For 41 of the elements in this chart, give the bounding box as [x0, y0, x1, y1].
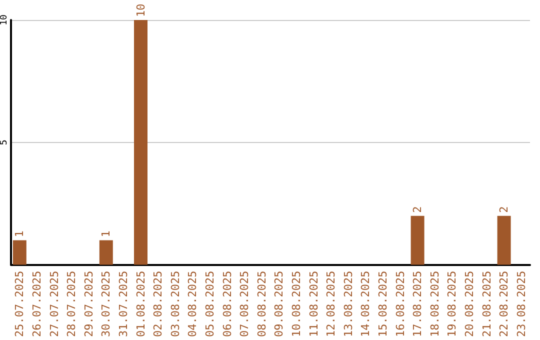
x-tick-label: 29.07.2025	[82, 270, 96, 338]
x-tick-label: 04.08.2025	[186, 270, 200, 338]
data-label: 2	[411, 206, 424, 213]
x-tick-label: 28.07.2025	[65, 270, 78, 338]
x-tick-label: 15.08.2025	[376, 270, 390, 338]
x-tick-label: 17.08.2025	[411, 270, 424, 338]
x-tick-label: 27.07.2025	[48, 270, 61, 338]
x-tick-label: 30.07.2025	[100, 270, 113, 338]
x-tick-label: 03.08.2025	[168, 270, 182, 338]
x-tick-label: 02.08.2025	[152, 270, 165, 338]
x-tick-label: 13.08.2025	[342, 270, 355, 338]
x-tick-label: 06.08.2025	[220, 270, 234, 338]
x-tick-label: 21.08.2025	[480, 270, 494, 338]
bar	[497, 216, 511, 265]
x-tick-label: 07.08.2025	[238, 270, 252, 338]
x-tick-label: 01.08.2025	[134, 270, 148, 338]
x-tick-label: 18.08.2025	[428, 270, 442, 338]
x-tick-label: 16.08.2025	[394, 270, 407, 338]
y-tick-label: 5	[0, 140, 10, 146]
x-tick-label: 23.08.2025	[514, 270, 528, 338]
x-tick-label: 10.08.2025	[290, 270, 303, 338]
bar	[134, 20, 148, 265]
bar	[410, 216, 424, 265]
x-tick-label: 08.08.2025	[255, 270, 268, 338]
x-tick-label: 25.07.2025	[13, 270, 26, 338]
bar	[99, 240, 113, 265]
x-tick-label: 14.08.2025	[359, 270, 372, 338]
data-label: 1	[100, 230, 113, 238]
data-label: 1	[13, 230, 26, 238]
x-tick-label: 19.08.2025	[446, 270, 459, 338]
x-tick-label: 05.08.2025	[203, 270, 216, 338]
x-tick-label: 11.08.2025	[307, 270, 320, 338]
data-label: 10	[134, 4, 148, 17]
x-tick-label: 31.07.2025	[116, 270, 130, 338]
data-label: 2	[498, 206, 511, 213]
bar	[12, 240, 26, 265]
x-tick-label: 09.08.2025	[272, 270, 286, 338]
x-tick-label: 22.08.2025	[498, 270, 511, 338]
x-tick-label: 26.07.2025	[30, 270, 44, 338]
x-tick-label: 12.08.2025	[324, 270, 338, 338]
x-tick-label: 20.08.2025	[462, 270, 476, 338]
